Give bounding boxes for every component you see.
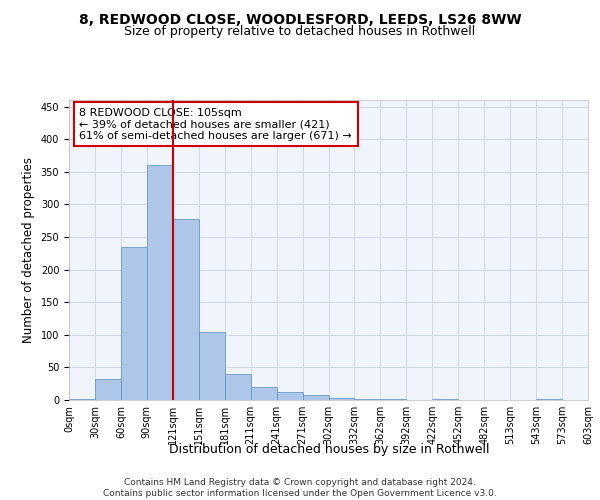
Bar [199,332,224,400]
Y-axis label: Number of detached properties: Number of detached properties [22,157,35,343]
Bar [355,398,380,400]
Bar [95,379,121,400]
Bar [147,165,173,400]
Text: Distribution of detached houses by size in Rothwell: Distribution of detached houses by size … [169,442,489,456]
Bar [173,218,199,400]
Bar [69,398,95,400]
Text: Size of property relative to detached houses in Rothwell: Size of property relative to detached ho… [124,25,476,38]
Bar [121,246,147,400]
Bar [329,398,355,400]
Bar [225,374,251,400]
Bar [302,395,329,400]
Text: Contains HM Land Registry data © Crown copyright and database right 2024.
Contai: Contains HM Land Registry data © Crown c… [103,478,497,498]
Text: 8 REDWOOD CLOSE: 105sqm
← 39% of detached houses are smaller (421)
61% of semi-d: 8 REDWOOD CLOSE: 105sqm ← 39% of detache… [79,108,352,140]
Bar [277,392,302,400]
Bar [251,387,277,400]
Text: 8, REDWOOD CLOSE, WOODLESFORD, LEEDS, LS26 8WW: 8, REDWOOD CLOSE, WOODLESFORD, LEEDS, LS… [79,12,521,26]
